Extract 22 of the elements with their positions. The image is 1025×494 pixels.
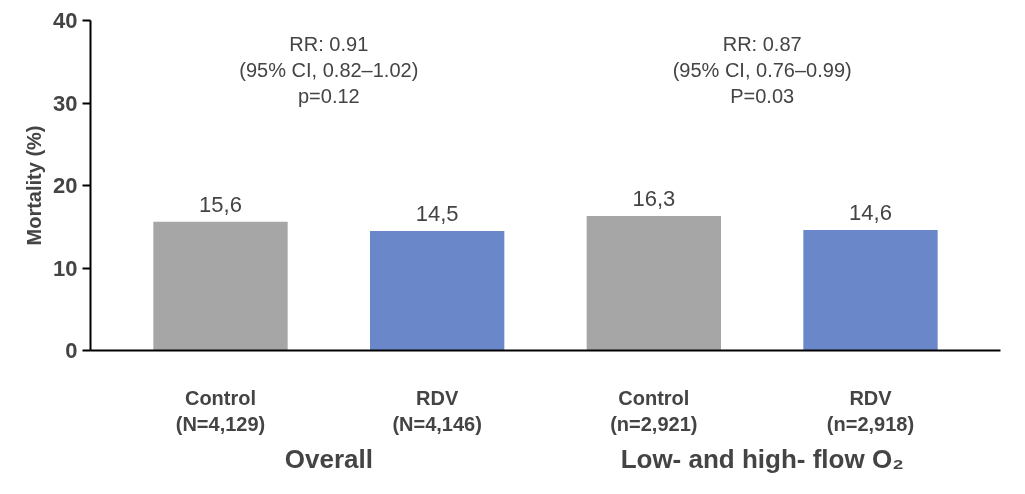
y-axis-title: Mortality (%) [23, 125, 46, 246]
annotation: RR: 0.87 (95% CI, 0.76–0.99) P=0.03 [672, 32, 852, 108]
annotation: RR: 0.91 (95% CI, 0.82–1.02) p=0.12 [239, 32, 419, 108]
y-tick-label: 10 [53, 255, 78, 281]
data-label: 14,6 [849, 200, 892, 226]
y-tick-label: 40 [53, 8, 78, 33]
bar [370, 230, 505, 351]
bar [153, 221, 288, 351]
data-label: 14,5 [415, 200, 459, 226]
text: Overall [284, 443, 373, 474]
data-label: 16,3 [632, 186, 676, 212]
y-tick-label: 0 [65, 338, 78, 363]
y-tick-label: 30 [53, 90, 78, 116]
data-label: 15,6 [199, 191, 242, 217]
x-tick-label: Control (n=2,921) [610, 386, 698, 435]
x-tick-label: RDV (N=4,146) [392, 386, 482, 435]
text: Low- and high- flow O₂ [620, 443, 904, 474]
x-tick-label: Control (N=4,129) [175, 386, 266, 435]
bar [586, 216, 721, 351]
bar [803, 230, 938, 351]
y-tick-label: 20 [53, 173, 78, 198]
x-tick-label: RDV (n=2,918) [826, 386, 915, 435]
